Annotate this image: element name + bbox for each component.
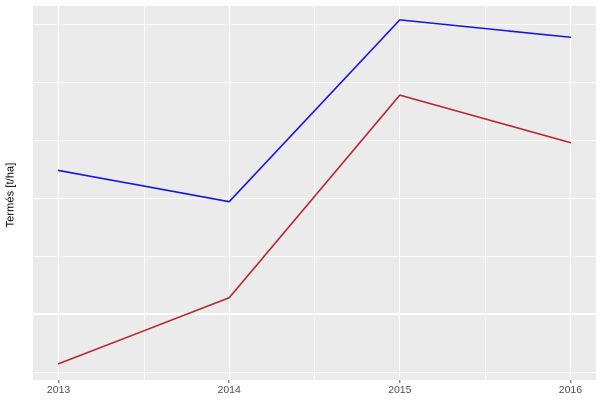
grid-line-minor-vertical xyxy=(484,6,486,380)
x-axis-tick-label: 2013 xyxy=(46,384,71,396)
grid-line-major-vertical xyxy=(569,6,571,380)
series-line-blue-series xyxy=(57,19,572,203)
x-axis-tick: 2014 xyxy=(218,380,241,396)
y-axis-title: Termés [t/ha] xyxy=(0,0,20,390)
x-axis-tick-mark xyxy=(399,380,401,383)
x-axis-tick-mark xyxy=(58,380,60,383)
grid-line-major-vertical xyxy=(57,6,60,380)
grid-line-major-vertical xyxy=(228,6,230,380)
y-axis-title-label: Termés [t/ha] xyxy=(4,162,17,228)
x-axis-tick: 2013 xyxy=(47,380,70,396)
x-axis-tick: 2015 xyxy=(388,380,411,396)
x-axis-tick-label: 2014 xyxy=(217,384,241,396)
x-axis-tick-mark xyxy=(569,380,571,383)
x-axis-tick-mark xyxy=(228,380,230,383)
series-layer xyxy=(57,19,572,365)
x-axis-tick-label: 2016 xyxy=(558,384,583,396)
x-axis-tick-label: 2015 xyxy=(388,384,412,396)
grid-line-minor-vertical xyxy=(314,6,315,380)
grid-line-major-vertical xyxy=(399,6,401,380)
plot-panel xyxy=(33,6,596,380)
series-line-red-series xyxy=(57,94,572,365)
x-axis-tick: 2016 xyxy=(559,380,582,396)
x-axis: 2013 2014 2015 2016 xyxy=(33,380,596,400)
grid-line-minor-vertical xyxy=(143,6,145,380)
